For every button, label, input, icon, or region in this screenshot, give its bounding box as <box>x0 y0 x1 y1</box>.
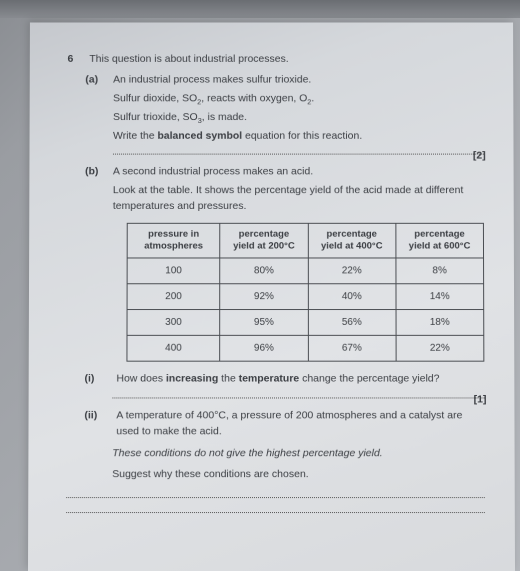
part-ii-line1: A temperature of 400°C, a pressure of 20… <box>116 409 484 440</box>
table-cell: 40% <box>308 284 396 310</box>
table-cell: 95% <box>220 310 308 336</box>
part-b-line1: A second industrial process makes an aci… <box>113 165 313 181</box>
table-cell: 300 <box>127 310 220 336</box>
l4-pre: Write the <box>113 130 157 142</box>
part-ii-line3: Suggest why these conditions are chosen. <box>112 468 485 484</box>
question-number: 6 <box>68 52 80 68</box>
marks-a: [2] <box>473 149 486 165</box>
so2-pre: Sulfur dioxide, SO <box>113 92 197 104</box>
table-cell: 67% <box>308 336 396 362</box>
table-cell: 8% <box>396 258 484 284</box>
table-cell: 92% <box>220 284 308 310</box>
th-3: percentage yield at 600°C <box>396 223 484 258</box>
part-ii-label: (ii) <box>84 409 106 440</box>
part-b-label: (b) <box>85 165 105 181</box>
l4-bold: balanced symbol <box>157 130 242 142</box>
table-row: 20092%40%14% <box>127 284 484 310</box>
part-ii-row: (ii) A temperature of 400°C, a pressure … <box>84 409 484 440</box>
l4-post: equation for this reaction. <box>242 130 362 142</box>
part-ii-line2: These conditions do not give the highest… <box>112 446 484 462</box>
question-row: 6 This question is about industrial proc… <box>68 52 484 68</box>
part-a-label: (a) <box>85 72 105 88</box>
yield-table: pressure in atmospheres percentage yield… <box>126 223 484 363</box>
pi-mid: the <box>218 373 238 385</box>
part-a-row: (a) An industrial process makes sulfur t… <box>85 72 483 88</box>
th-0: pressure in atmospheres <box>127 223 220 258</box>
part-b-line2: Look at the table. It shows the percenta… <box>113 183 484 214</box>
so3-pre: Sulfur trioxide, SO <box>113 111 198 123</box>
part-a-line3: Sulfur trioxide, SO3, is made. <box>113 110 484 126</box>
table-cell: 14% <box>396 284 484 310</box>
th-2: percentage yield at 400°C <box>308 223 396 258</box>
part-a-line2: Sulfur dioxide, SO2, reacts with oxygen,… <box>113 91 483 107</box>
pi-post: change the percentage yield? <box>299 373 439 385</box>
line2-end: . <box>311 92 314 104</box>
pi-b1: increasing <box>166 373 218 385</box>
table-cell: 96% <box>220 336 308 362</box>
line3-end: , is made. <box>202 111 247 123</box>
table-row: 30095%56%18% <box>127 310 484 336</box>
intro-text: This question is about industrial proces… <box>89 52 288 68</box>
part-a-line1: An industrial process makes sulfur triox… <box>113 72 311 88</box>
exam-page: 6 This question is about industrial proc… <box>28 22 515 571</box>
pi-pre: How does <box>116 373 165 385</box>
answer-line-ii-1 <box>66 497 485 498</box>
answer-line-a: [2] <box>113 154 484 155</box>
table-header-row: pressure in atmospheres percentage yield… <box>127 223 483 258</box>
o2-pre: , reacts with oxygen, O <box>201 92 307 104</box>
table-row: 10080%22%8% <box>127 258 484 284</box>
part-i-label: (i) <box>84 372 106 388</box>
part-b-row: (b) A second industrial process makes an… <box>85 165 484 181</box>
th-1: percentage yield at 200°C <box>220 223 308 258</box>
table-cell: 22% <box>396 336 484 362</box>
part-i-row: (i) How does increasing the temperature … <box>84 372 484 388</box>
answer-line-ii-2 <box>66 512 485 513</box>
table-cell: 80% <box>220 258 308 284</box>
table-row: 40096%67%22% <box>127 336 484 362</box>
table-cell: 100 <box>127 258 220 284</box>
table-cell: 200 <box>127 284 220 310</box>
answer-line-i: [1] <box>112 398 484 399</box>
table-cell: 56% <box>308 310 396 336</box>
table-body: 10080%22%8%20092%40%14%30095%56%18%40096… <box>127 258 484 361</box>
table-cell: 18% <box>396 310 484 336</box>
table-cell: 22% <box>308 258 396 284</box>
part-a-line4: Write the balanced symbol equation for t… <box>113 129 484 145</box>
pi-b2: temperature <box>239 373 300 385</box>
part-i-text: How does increasing the temperature chan… <box>116 372 439 388</box>
marks-i: [1] <box>474 393 487 409</box>
content: 6 This question is about industrial proc… <box>66 52 485 513</box>
table-cell: 400 <box>127 336 220 362</box>
